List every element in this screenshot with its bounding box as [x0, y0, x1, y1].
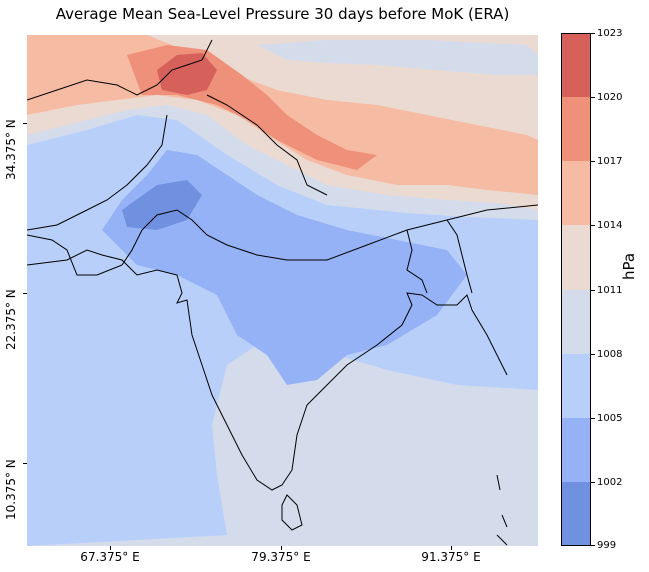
cbar-seg-1005 — [561, 354, 591, 418]
y-tickmark — [23, 123, 27, 124]
colorbar-label: hPa — [620, 252, 638, 280]
y-tick-label: 22.375° N — [4, 289, 18, 350]
y-tickmark — [23, 293, 27, 294]
cbar-tick-label: 1002 — [597, 477, 623, 488]
cbar-seg-1014 — [561, 161, 591, 225]
x-tick-label: 67.375° E — [80, 550, 140, 564]
y-tick-label: 34.375° N — [4, 119, 18, 180]
coastlines — [27, 39, 538, 546]
cbar-tick-label: 999 — [597, 540, 617, 551]
contour-999 — [122, 180, 202, 230]
map-svg — [27, 35, 538, 546]
cbar-tickmark — [591, 225, 595, 226]
cbar-tickmark — [591, 97, 595, 98]
cbar-tick-label: 1020 — [597, 92, 623, 103]
cbar-tick-label: 1023 — [597, 28, 623, 39]
x-tickmark — [451, 546, 452, 550]
colorbar-svg — [561, 33, 591, 546]
contour-1020 — [157, 53, 217, 95]
cbar-tickmark — [591, 354, 595, 355]
cbar-tickmark — [591, 545, 595, 546]
cbar-seg-1020 — [561, 33, 591, 97]
cbar-tick-label: 1008 — [597, 349, 623, 360]
cbar-tick-label: 1014 — [597, 220, 623, 231]
cbar-tick-label: 1005 — [597, 413, 623, 424]
cbar-seg-1017 — [561, 97, 591, 161]
cbar-seg-999 — [561, 482, 591, 546]
cbar-tickmark — [591, 418, 595, 419]
x-tickmark — [110, 546, 111, 550]
colorbar — [561, 33, 591, 546]
cbar-seg-1011 — [561, 225, 591, 290]
cbar-tickmark — [591, 33, 595, 34]
cbar-tickmark — [591, 290, 595, 291]
cbar-seg-1008 — [561, 290, 591, 354]
x-tickmark — [281, 546, 282, 550]
x-tick-label: 79.375° E — [251, 550, 311, 564]
x-tick-label: 91.375° E — [421, 550, 481, 564]
cbar-tick-label: 1011 — [597, 285, 623, 296]
cbar-tickmark — [591, 482, 595, 483]
y-tick-label: 10.375° N — [4, 459, 18, 520]
cbar-seg-1002 — [561, 418, 591, 482]
y-tickmark — [23, 463, 27, 464]
cbar-tick-label: 1017 — [597, 156, 623, 167]
chart-title: Average Mean Sea-Level Pressure 30 days … — [55, 5, 510, 23]
contour-1008-north — [257, 40, 538, 75]
cbar-tickmark — [591, 161, 595, 162]
pressure-map — [27, 35, 538, 546]
